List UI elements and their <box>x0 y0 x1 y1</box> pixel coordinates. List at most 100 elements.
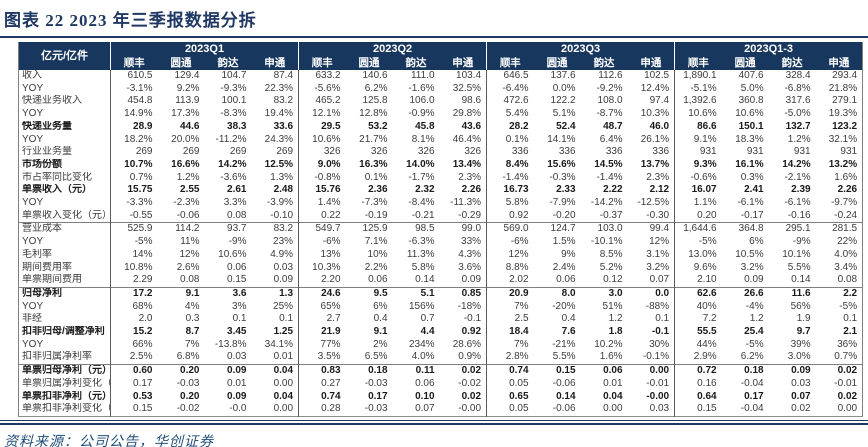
cell: 2.26 <box>837 184 858 196</box>
cell: 0.06 <box>556 274 576 286</box>
cell: -6.8% <box>784 82 811 94</box>
cell: 113.9 <box>175 95 200 107</box>
cell: 7.2 <box>674 313 722 327</box>
cell: 8.1% <box>411 133 435 145</box>
cell: 5.2% <box>599 261 623 273</box>
company-header: 韵达 <box>580 56 628 70</box>
cell: 0.18 <box>345 364 393 378</box>
cell: 87.4 <box>273 70 294 81</box>
cell: -0.20 <box>552 209 576 221</box>
table-row: 营业成本 525.9 114.2 93.7 83.2 549.7 125.9 98.5 99.0… <box>18 222 863 237</box>
table-row: 单票归母净利（元） 0.60 0.20 0.09 0.04 0.83 0.18 0.11 0.0… <box>18 364 863 378</box>
table-row: 单票收入变化（元） -0.55 -0.06 0.08 -0.10 0.22 -0.19 -0.… <box>19 209 863 223</box>
cell: 12% <box>649 236 670 248</box>
cell: 0.01 <box>273 351 294 363</box>
cell: -0.30 <box>646 209 670 221</box>
cell: 8.4% <box>486 158 534 172</box>
row-label: 毛利率 <box>22 248 52 260</box>
cell: 102.5 <box>644 70 670 81</box>
cell: -0.01 <box>646 377 670 389</box>
cell: 1,890.1 <box>674 70 722 83</box>
cell: 12.5% <box>264 158 294 170</box>
cell: 10.6% <box>218 248 247 260</box>
cell: 1.1% <box>674 197 722 210</box>
cell: 9.3% <box>674 158 722 172</box>
table-row: 快递业务收入 454.8 113.9 100.1 83.2 465.2 125.8 106.0… <box>19 95 863 109</box>
cell: 293.4 <box>832 70 858 81</box>
cell: 10% <box>367 248 388 260</box>
cell: 2.55 <box>180 184 200 196</box>
cell: 43.6 <box>461 120 482 132</box>
cell: -3.6% <box>220 171 247 183</box>
cell: 336 <box>605 146 623 158</box>
source-note: 资料来源：公司公告，华创证券 <box>4 434 214 447</box>
cell: 0.04 <box>603 390 623 402</box>
cell: 9.1 <box>373 326 388 338</box>
cell: 16.3% <box>359 158 388 170</box>
cell: -0.06 <box>552 403 576 415</box>
cell: 0.7 <box>420 313 435 325</box>
cell: 51% <box>602 300 623 312</box>
cell: 48.7 <box>603 120 623 132</box>
cell: 1.2% <box>176 171 200 183</box>
table-row: 单票期间费用 2.29 0.08 0.15 0.09 2.20 0.06 0.14 0.09 2.… <box>19 274 863 288</box>
row-label: YOY <box>22 133 44 145</box>
company-header: 申通 <box>815 56 863 70</box>
cell: 9% <box>561 248 576 260</box>
cell: 0.1 <box>232 313 247 325</box>
cell: 11.3% <box>406 248 435 260</box>
cell: 13.2% <box>828 158 858 170</box>
cell: 0.03 <box>227 351 247 363</box>
row-label: 行业业务量 <box>22 146 72 158</box>
cell: 610.5 <box>110 70 158 83</box>
cell: 2.2% <box>364 261 388 273</box>
table-row: 扣非归属净利率 2.5% 6.8% 0.03 0.01 3.5% 6.5% 4.0% 0.9% 2… <box>19 351 863 365</box>
row-label: 单票归属净利变化（元） <box>22 377 111 389</box>
company-header: 圆通 <box>345 56 393 70</box>
cell: 336 <box>486 146 534 159</box>
cell: 93.7 <box>204 222 252 237</box>
table-row: YOY 66% 7% -13.8% 34.1% 77% 2% 234% 28.6% 7% -21% 1… <box>19 338 863 352</box>
cell: 4.9% <box>270 248 294 260</box>
cell: -9% <box>228 236 247 248</box>
cell: 12.4% <box>640 82 670 94</box>
cell: 125.9 <box>345 222 393 237</box>
cell: 123.2 <box>832 120 858 132</box>
cell: 633.2 <box>298 70 346 83</box>
company-header: 申通 <box>627 56 675 70</box>
cell: 100.1 <box>221 95 247 107</box>
cell: 28.9 <box>110 120 158 134</box>
cell: 569.0 <box>486 222 534 237</box>
cell: 454.8 <box>110 95 158 109</box>
cell: 472.6 <box>486 95 534 109</box>
cell: 8.0 <box>533 286 581 301</box>
cell: -9.3% <box>220 82 247 94</box>
table-row: 市场份额 10.7% 16.6% 14.2% 12.5% 9.0% 16.3% 14.0% 13… <box>19 158 863 172</box>
cell: 279.1 <box>832 95 858 107</box>
cell: 15.6% <box>547 158 576 170</box>
cell: 14.2% <box>218 158 247 170</box>
cell: 3.3% <box>223 197 247 209</box>
table-row: 单票扣非净利变化（元）0.15-0.02-0.00.000.28-0.030.0… <box>19 403 863 417</box>
cell: 2.1 <box>843 326 858 338</box>
cell: 931 <box>746 146 764 158</box>
cell: 18.3% <box>735 133 764 145</box>
cell: 0.3 <box>185 313 200 325</box>
cell: -6.1% <box>737 197 764 209</box>
cell: 46.4% <box>452 133 482 145</box>
cell: 0.15 <box>533 364 581 378</box>
cell: -9.7% <box>830 197 858 209</box>
table-row: 市占率同比变化 0.7% 1.2% -3.6% 1.3% -0.8% 0.1% -1.7% 2.… <box>19 171 863 185</box>
table-row: YOY 14.9% 17.3% -8.3% 19.4% 12.1% 12.8% -0.9% 29… <box>19 108 863 121</box>
cell: 66% <box>110 338 158 352</box>
cell: 6.2% <box>364 82 388 94</box>
cell: 0.74 <box>486 364 534 378</box>
cell: -5% <box>110 236 158 249</box>
cell: 10.2% <box>594 338 623 350</box>
cell: 20.0% <box>171 133 200 145</box>
cell: 1.5% <box>552 236 576 248</box>
cell: 10.6% <box>298 133 346 147</box>
cell: 45.8 <box>415 120 435 132</box>
cell: 2.39 <box>791 184 811 196</box>
cell: 33% <box>461 236 482 248</box>
